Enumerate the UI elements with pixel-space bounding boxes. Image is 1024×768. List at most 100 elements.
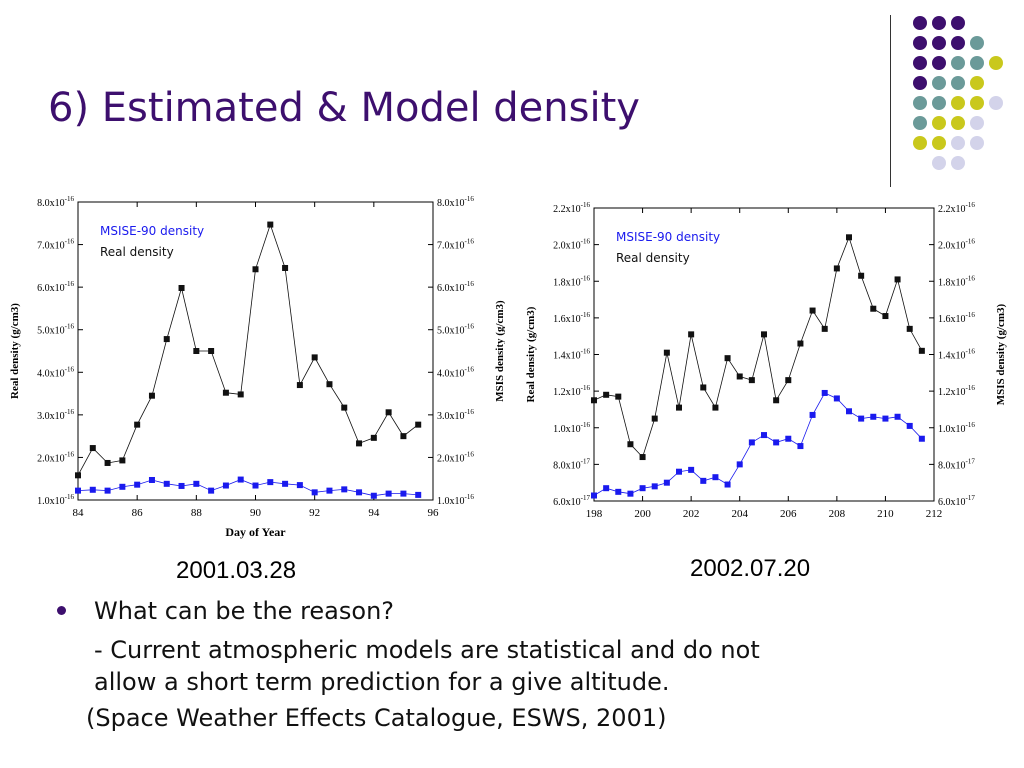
data-point bbox=[663, 349, 670, 356]
data-point bbox=[282, 264, 289, 271]
data-point bbox=[163, 336, 170, 343]
y-tick-label: 5.0x10-16 bbox=[37, 323, 74, 337]
decor-dot bbox=[951, 16, 965, 30]
y-tick-label: 1.2x10-16 bbox=[553, 384, 590, 398]
y-tick-label-right: 8.0x10-17 bbox=[938, 457, 975, 471]
y-tick-label: 6.0x10-16 bbox=[37, 280, 74, 294]
data-point bbox=[639, 485, 646, 492]
data-point bbox=[311, 489, 318, 496]
data-point bbox=[311, 354, 318, 361]
decor-dot bbox=[970, 116, 984, 130]
decor-dot bbox=[970, 76, 984, 90]
data-point bbox=[773, 397, 780, 404]
x-tick-label: 92 bbox=[309, 507, 320, 519]
x-tick-label: 206 bbox=[780, 508, 797, 520]
data-point bbox=[833, 265, 840, 272]
chart-2001: 84 86 88 90 92 94 961.0x10-16 1.0x10-162.0x10-1… bbox=[9, 195, 505, 539]
decor-dot bbox=[913, 116, 927, 130]
data-point bbox=[591, 397, 597, 404]
data-point bbox=[252, 482, 259, 489]
data-point bbox=[894, 276, 901, 283]
citation: (Space Weather Effects Catalogue, ESWS, … bbox=[86, 704, 667, 732]
decor-dot bbox=[913, 136, 927, 150]
data-point bbox=[134, 481, 141, 488]
legend-entry: Real density bbox=[100, 245, 174, 259]
data-point bbox=[724, 481, 731, 488]
data-point bbox=[809, 307, 816, 314]
decor-dot bbox=[970, 96, 984, 110]
y-tick-label: 2.0x10-16 bbox=[553, 238, 590, 252]
data-point bbox=[296, 382, 303, 389]
y-axis-label: Real density (g/cm3) bbox=[525, 306, 537, 402]
data-point bbox=[356, 440, 363, 447]
caption-right: 2002.07.20 bbox=[690, 555, 811, 582]
data-point bbox=[894, 413, 901, 420]
data-point bbox=[237, 476, 244, 483]
legend-entry: Real density bbox=[616, 251, 690, 265]
data-point bbox=[676, 468, 682, 475]
decorative-dot-grid bbox=[913, 16, 1003, 170]
decor-dot bbox=[951, 136, 965, 150]
x-tick-label: 90 bbox=[250, 507, 262, 519]
data-point bbox=[193, 480, 200, 487]
x-tick-label: 84 bbox=[73, 507, 85, 519]
y-tick-label-right: 1.0x10-16 bbox=[938, 421, 975, 435]
data-point bbox=[296, 482, 303, 489]
data-point bbox=[846, 408, 852, 415]
data-point bbox=[267, 221, 274, 228]
decor-dot bbox=[989, 96, 1003, 110]
sub-line-2: allow a short term prediction for a give… bbox=[94, 668, 670, 696]
decor-dot bbox=[932, 36, 946, 50]
data-point bbox=[385, 409, 392, 416]
data-point bbox=[651, 415, 658, 422]
data-point bbox=[615, 488, 622, 495]
decor-dot bbox=[913, 76, 927, 90]
data-point bbox=[603, 391, 610, 398]
x-tick-label: 210 bbox=[877, 508, 894, 520]
data-point bbox=[267, 479, 274, 486]
decor-dot bbox=[951, 96, 965, 110]
y-axis-label-right: MSIS density (g/cm3) bbox=[494, 300, 505, 402]
y-tick-label-right: 1.0x10-16 bbox=[437, 493, 474, 507]
decor-dot bbox=[932, 16, 946, 30]
x-tick-label: 198 bbox=[586, 508, 603, 520]
y-tick-label-right: 2.2x10-16 bbox=[938, 201, 975, 215]
data-point bbox=[882, 313, 889, 320]
x-tick-label: 200 bbox=[634, 508, 651, 520]
divider-line bbox=[890, 15, 891, 187]
decor-dot bbox=[932, 116, 946, 130]
y-tick-label-right: 3.0x10-16 bbox=[437, 408, 474, 422]
data-point bbox=[208, 487, 215, 494]
decor-dot bbox=[970, 36, 984, 50]
series-line bbox=[77, 223, 419, 476]
data-point bbox=[178, 482, 185, 489]
decor-dot bbox=[932, 96, 946, 110]
data-point bbox=[119, 483, 126, 490]
data-point bbox=[700, 384, 707, 391]
y-tick-label: 3.0x10-16 bbox=[37, 408, 74, 422]
y-tick-label-right: 7.0x10-16 bbox=[437, 238, 474, 252]
y-tick-label-right: 2.0x10-16 bbox=[938, 238, 975, 252]
series-line bbox=[593, 236, 923, 458]
data-point bbox=[688, 331, 695, 338]
data-point bbox=[858, 415, 865, 422]
data-point bbox=[712, 404, 719, 411]
data-point bbox=[627, 490, 634, 497]
data-point bbox=[870, 413, 877, 420]
data-point bbox=[651, 483, 658, 490]
y-tick-label-right: 4.0x10-16 bbox=[437, 365, 474, 379]
y-axis-label-right: MSIS density (g/cm3) bbox=[995, 303, 1007, 405]
y-tick-label-right: 1.2x10-16 bbox=[938, 384, 975, 398]
data-point bbox=[591, 492, 597, 499]
x-tick-label: 212 bbox=[926, 508, 943, 520]
data-point bbox=[148, 476, 155, 483]
data-point bbox=[178, 284, 185, 291]
data-point bbox=[639, 454, 646, 461]
data-point bbox=[163, 480, 170, 487]
data-point bbox=[148, 392, 155, 399]
data-point bbox=[906, 325, 913, 332]
data-point bbox=[833, 395, 840, 402]
y-tick-label: 2.2x10-16 bbox=[553, 201, 590, 215]
y-tick-label: 8.0x10-17 bbox=[553, 457, 590, 471]
data-point bbox=[809, 411, 816, 418]
